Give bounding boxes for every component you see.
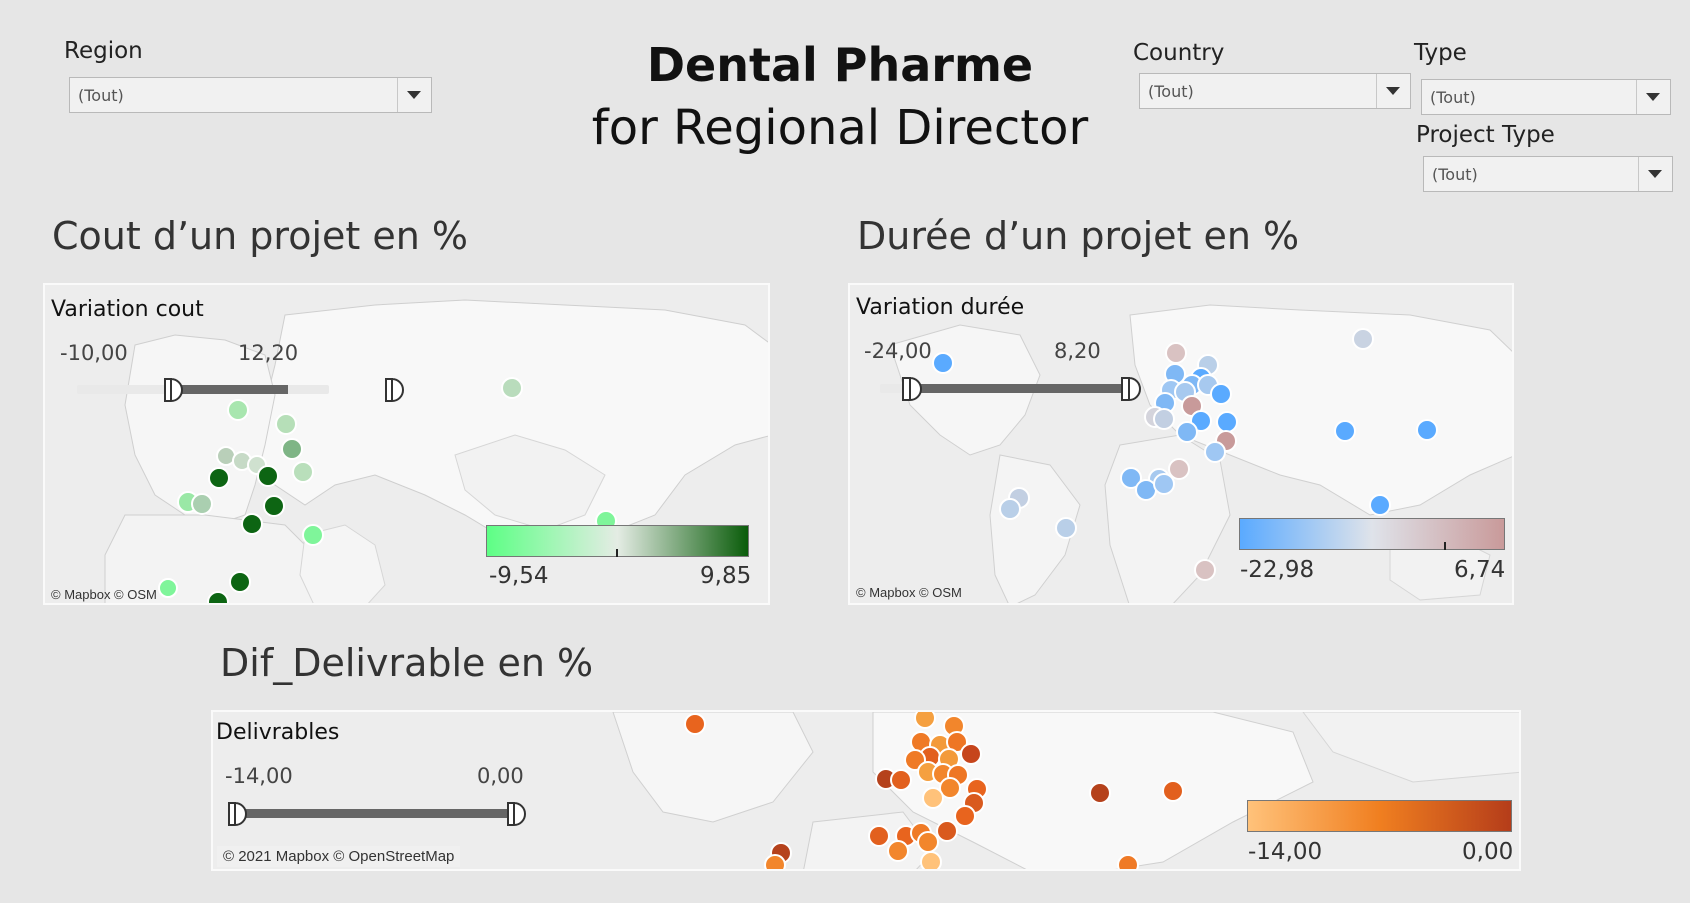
project-type-filter-label: Project Type: [1416, 122, 1555, 148]
cost-section-title: Cout d’un projet en %: [52, 214, 469, 258]
cost-slider-range: [171, 385, 288, 394]
cost-legend-tick: [616, 549, 618, 557]
cost-map-attribution[interactable]: © Mapbox © OSM: [51, 587, 157, 602]
duration-slider-min-handle[interactable]: [902, 377, 922, 401]
chevron-down-icon[interactable]: [1638, 157, 1672, 191]
cost-slider-max: 12,20: [238, 341, 299, 365]
duration-section-title: Durée d’un projet en %: [857, 214, 1300, 258]
duration-legend-tick: [1444, 542, 1446, 550]
region-dropdown-value: (Tout): [78, 86, 124, 105]
duration-legend-title: Variation durée: [856, 295, 1025, 320]
deliverables-slider-max-handle[interactable]: [507, 802, 526, 826]
country-dropdown-value: (Tout): [1148, 82, 1194, 101]
cost-map[interactable]: Variation cout -10,00 12,20 -9,54 9,85 ©…: [43, 283, 770, 605]
duration-gradient-max: 6,74: [1454, 557, 1506, 583]
cost-slider-max-handle[interactable]: [385, 378, 404, 402]
cost-slider-min: -10,00: [60, 341, 128, 365]
deliverables-slider-range: [235, 809, 508, 818]
cost-gradient-max: 9,85: [700, 563, 752, 589]
duration-slider-range: [910, 384, 1125, 393]
deliverables-color-legend: [1247, 800, 1512, 832]
chevron-down-icon[interactable]: [1636, 80, 1670, 114]
cost-legend-title: Variation cout: [51, 297, 204, 322]
chevron-down-icon[interactable]: [397, 78, 431, 112]
dashboard-subtitle: for Regional Director: [591, 100, 1089, 156]
deliverables-legend-title: Delivrables: [216, 720, 340, 745]
duration-map-attribution[interactable]: © Mapbox © OSM: [856, 585, 962, 600]
deliverables-section-title: Dif_Delivrable en %: [220, 641, 594, 685]
deliverables-map-svg[interactable]: [213, 712, 1521, 871]
project-type-dropdown[interactable]: (Tout): [1423, 156, 1673, 192]
deliverables-gradient-max: 0,00: [1462, 839, 1514, 865]
duration-map[interactable]: Variation durée -24,00 8,20 -22,98 6,74 …: [848, 283, 1514, 605]
cost-gradient-min: -9,54: [489, 563, 549, 589]
country-dropdown[interactable]: (Tout): [1139, 73, 1411, 109]
cost-slider-min-handle[interactable]: [164, 378, 183, 402]
deliverables-slider-max: 0,00: [477, 764, 524, 788]
deliverables-slider-min-handle[interactable]: [228, 802, 247, 826]
duration-slider-max: 8,20: [1054, 339, 1101, 363]
country-filter-label: Country: [1133, 40, 1225, 66]
deliverables-gradient-min: -14,00: [1248, 839, 1323, 865]
duration-map-svg[interactable]: [850, 285, 1514, 605]
duration-slider-min: -24,00: [864, 339, 932, 363]
deliverables-map[interactable]: Delivrables -14,00 0,00 -14,00 0,00 © 20…: [211, 710, 1521, 871]
dashboard-title: Dental Pharme: [646, 38, 1034, 92]
region-filter-label: Region: [64, 38, 143, 64]
deliverables-slider-min: -14,00: [225, 764, 293, 788]
type-filter-label: Type: [1414, 40, 1467, 66]
type-dropdown-value: (Tout): [1430, 88, 1476, 107]
project-type-dropdown-value: (Tout): [1432, 165, 1478, 184]
cost-map-svg[interactable]: [45, 285, 770, 605]
type-dropdown[interactable]: (Tout): [1421, 79, 1671, 115]
deliverables-map-attribution[interactable]: © 2021 Mapbox © OpenStreetMap: [217, 846, 461, 867]
duration-color-legend: [1239, 518, 1505, 550]
chevron-down-icon[interactable]: [1376, 74, 1410, 108]
duration-slider-max-handle[interactable]: [1121, 377, 1141, 401]
duration-gradient-min: -22,98: [1240, 557, 1315, 583]
region-dropdown[interactable]: (Tout): [69, 77, 432, 113]
